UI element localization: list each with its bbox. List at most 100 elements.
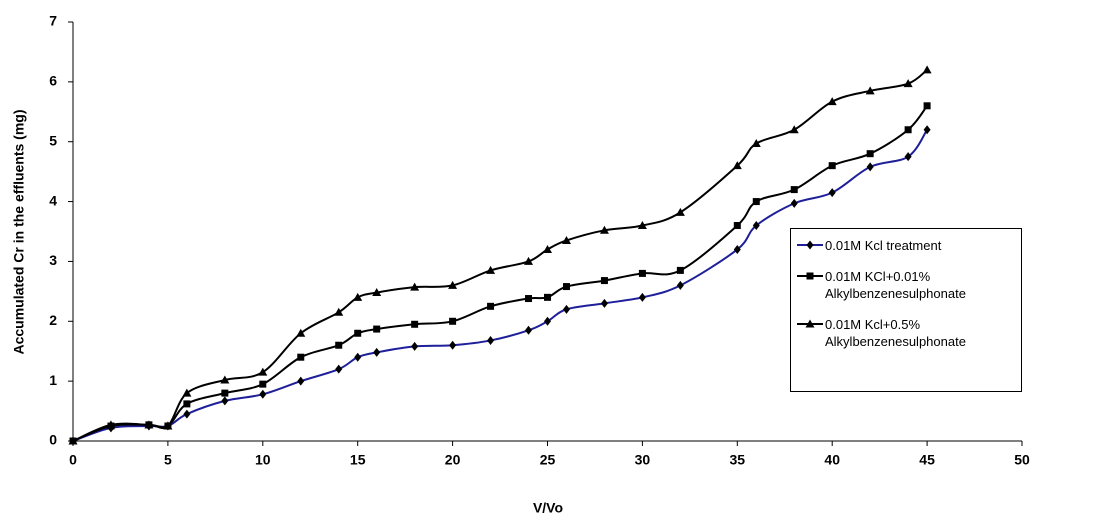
y-tick-label: 0 — [49, 432, 57, 448]
legend-swatch — [797, 272, 823, 280]
data-point — [372, 288, 382, 297]
data-point — [524, 256, 534, 265]
x-tick-label: 15 — [350, 452, 366, 468]
data-point — [411, 320, 419, 328]
data-point — [828, 162, 836, 170]
y-tick-label: 7 — [49, 13, 57, 29]
y-tick-label: 5 — [49, 132, 57, 148]
data-point — [904, 126, 912, 134]
data-point — [296, 328, 306, 337]
y-tick-label: 1 — [49, 372, 57, 388]
data-point — [487, 302, 495, 310]
data-point — [68, 436, 78, 445]
data-point — [922, 65, 932, 74]
x-tick-label: 50 — [1014, 452, 1030, 468]
x-tick-label: 25 — [540, 452, 556, 468]
data-point — [487, 335, 495, 345]
x-tick-label: 20 — [445, 452, 461, 468]
data-point — [675, 207, 685, 216]
marker — [805, 319, 815, 328]
data-point — [334, 307, 344, 316]
data-point — [449, 317, 457, 325]
data-point — [751, 139, 761, 148]
data-point — [448, 280, 458, 289]
data-point — [258, 367, 268, 376]
legend-label: 0.01M Kcl+0.5% Alkylbenzenesulphonate — [825, 317, 966, 349]
data-point — [790, 186, 798, 194]
data-point — [733, 244, 741, 254]
data-point — [733, 222, 741, 230]
legend-label: 0.01M KCl+0.01% Alkylbenzenesulphonate — [825, 269, 966, 301]
data-point — [828, 188, 836, 198]
legend: 0.01M Kcl treatment 0.01M KCl+0.01% Alkyl… — [790, 228, 1022, 392]
y-axis-title: Accumulated Cr in the effluents (mg) — [11, 109, 27, 354]
y-tick-label: 6 — [49, 73, 57, 89]
data-point — [297, 376, 305, 386]
y-tick-label: 4 — [49, 192, 57, 208]
data-point — [676, 266, 684, 274]
x-tick-label: 5 — [164, 452, 172, 468]
legend-swatch — [797, 319, 823, 328]
data-point — [638, 269, 646, 277]
legend-item: 0.01M Kcl+0.5% Alkylbenzenesulphonate — [795, 316, 1017, 350]
data-point — [354, 329, 362, 337]
data-point — [354, 352, 362, 362]
data-point — [297, 353, 305, 361]
x-tick-label: 0 — [69, 452, 77, 468]
data-point — [486, 265, 496, 274]
data-point — [525, 325, 533, 335]
data-point — [866, 150, 874, 158]
data-point — [865, 86, 875, 95]
data-point — [600, 298, 608, 308]
data-point — [752, 198, 760, 206]
x-tick-label: 10 — [255, 452, 271, 468]
x-tick-label: 40 — [824, 452, 840, 468]
data-point — [163, 421, 173, 430]
data-point — [561, 235, 571, 244]
data-point — [373, 347, 381, 357]
data-point — [220, 375, 230, 384]
data-point — [221, 396, 229, 406]
marker — [806, 240, 814, 250]
data-point — [221, 389, 229, 397]
data-point — [923, 102, 931, 110]
legend-label: 0.01M Kcl treatment — [825, 238, 942, 253]
data-point — [903, 79, 913, 88]
x-tick-label: 35 — [730, 452, 746, 468]
data-point — [599, 225, 609, 234]
data-point — [562, 283, 570, 291]
data-point — [562, 304, 570, 314]
data-point — [106, 420, 116, 429]
data-point — [600, 277, 608, 285]
data-point — [183, 400, 191, 408]
data-point — [732, 161, 742, 170]
data-point — [335, 341, 343, 349]
data-point — [866, 162, 874, 172]
data-point — [904, 152, 912, 162]
data-point — [182, 388, 192, 397]
data-point — [335, 364, 343, 374]
data-point — [923, 125, 931, 135]
data-point — [353, 292, 363, 301]
data-point — [544, 316, 551, 326]
data-point — [752, 221, 760, 231]
data-point — [373, 325, 381, 333]
data-point — [411, 341, 419, 351]
data-point — [790, 198, 798, 208]
legend-item: 0.01M KCl+0.01% Alkylbenzenesulphonate — [795, 268, 1017, 302]
data-point — [827, 97, 837, 106]
data-point — [410, 282, 420, 291]
data-point — [183, 409, 191, 419]
data-point — [638, 292, 646, 302]
data-point — [789, 125, 799, 134]
legend-item: 0.01M Kcl treatment — [795, 237, 1017, 254]
marker — [806, 272, 814, 280]
data-point — [144, 420, 154, 429]
x-axis-title: V/Vo — [533, 500, 563, 516]
data-point — [544, 293, 551, 301]
y-tick-label: 2 — [49, 312, 57, 328]
data-point — [259, 380, 267, 388]
y-tick-label: 3 — [49, 252, 57, 268]
